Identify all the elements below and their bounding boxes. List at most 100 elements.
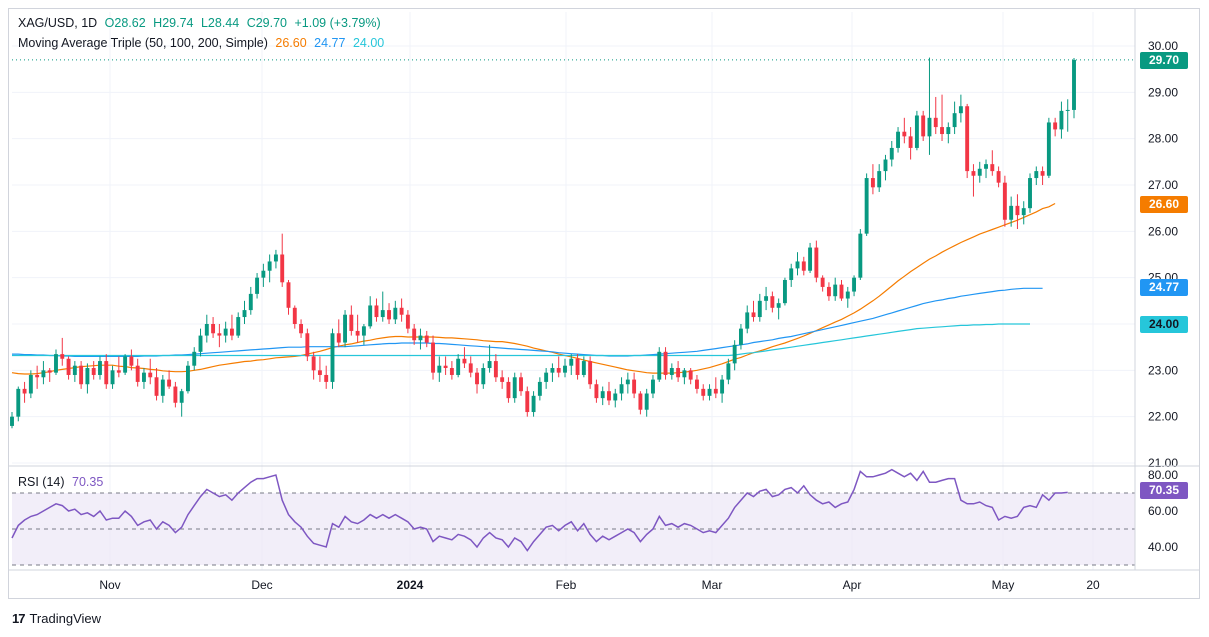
candle-body: [726, 363, 731, 380]
candle-body: [575, 358, 580, 375]
candle: [977, 161, 982, 183]
candle: [481, 363, 486, 389]
price-tick-label: 30.00: [1148, 39, 1178, 53]
time-tick-label: Dec: [251, 578, 272, 592]
candle-body: [399, 307, 404, 315]
ma100-price-tag: 24.77: [1140, 279, 1188, 296]
candle: [726, 358, 731, 385]
candle-body: [110, 370, 115, 385]
candle-body: [72, 365, 77, 375]
tradingview-brand[interactable]: 17 TradingView: [12, 611, 101, 626]
candle: [889, 140, 894, 167]
candle-body: [135, 365, 140, 382]
candle-body: [456, 358, 461, 375]
candle-body: [506, 381, 511, 399]
candle-body: [688, 370, 693, 380]
candle: [500, 370, 505, 389]
candle-body: [537, 381, 542, 396]
candle-body: [223, 328, 228, 336]
candle-body: [757, 300, 762, 318]
candle-body: [412, 328, 417, 341]
candle-body: [745, 312, 750, 329]
candle-body: [311, 356, 316, 371]
ma-50-line: [11, 202, 1056, 375]
low-value: L28.44: [200, 16, 240, 30]
candle-body: [148, 372, 153, 378]
candle: [405, 310, 410, 334]
candle-body: [531, 395, 536, 413]
candle: [971, 164, 976, 197]
candle-body: [1009, 205, 1014, 220]
candle: [676, 361, 681, 382]
candle-body: [852, 277, 857, 292]
candle: [255, 273, 260, 299]
candle-body: [808, 247, 813, 271]
candle-body: [713, 388, 718, 394]
candle: [563, 358, 567, 378]
candle: [707, 384, 712, 401]
candle-body: [644, 393, 649, 410]
candle-body: [946, 127, 951, 135]
candle-body: [204, 324, 209, 336]
candle-body: [336, 333, 341, 343]
candle-body: [493, 361, 498, 378]
candle: [236, 312, 241, 338]
candle-body: [462, 358, 467, 364]
candle: [531, 391, 536, 417]
candle: [770, 291, 775, 313]
candle: [368, 296, 373, 329]
candle-body: [286, 282, 291, 308]
candle-body: [66, 358, 71, 375]
candle: [550, 363, 555, 382]
candle-body: [550, 368, 555, 373]
grid-lines: [12, 12, 1135, 570]
candle-body: [374, 305, 379, 318]
candle: [594, 379, 599, 403]
candle: [896, 127, 900, 153]
candle-body: [192, 351, 197, 366]
candle: [575, 354, 580, 380]
candle: [305, 328, 310, 362]
candle-body: [544, 372, 549, 382]
candle-body: [556, 368, 561, 373]
candle: [1015, 194, 1020, 230]
candle: [940, 94, 944, 141]
price-tick-label: 28.00: [1148, 132, 1178, 146]
time-tick-label: May: [992, 578, 1015, 592]
candle-body: [424, 335, 429, 343]
candle: [343, 310, 348, 348]
candle-body: [261, 270, 266, 278]
candle: [248, 286, 253, 315]
candle: [54, 349, 58, 375]
candle-body: [1021, 208, 1026, 216]
candle-body: [255, 277, 260, 294]
candle: [211, 317, 216, 338]
candle: [619, 377, 624, 401]
candle: [801, 256, 806, 276]
candle: [1009, 196, 1014, 227]
candle: [311, 351, 316, 380]
candle: [242, 300, 247, 324]
candle-body: [971, 171, 976, 176]
candle-body: [613, 393, 618, 401]
candle: [47, 368, 52, 382]
candle: [286, 279, 291, 315]
candle: [217, 324, 222, 348]
candle: [537, 377, 542, 401]
price-tick-label: 22.00: [1148, 410, 1178, 424]
candle: [179, 388, 184, 417]
candle: [148, 358, 153, 385]
candle-body: [795, 261, 800, 269]
rsi-tick-label: 80.00: [1148, 468, 1178, 482]
candle: [443, 356, 448, 375]
candle: [79, 361, 84, 389]
candle: [336, 319, 341, 348]
candle-body: [707, 388, 712, 396]
candle: [757, 293, 762, 322]
candle-body: [896, 131, 900, 148]
candle: [845, 286, 850, 308]
candle-body: [1065, 109, 1070, 111]
candle-body: [47, 370, 52, 373]
candle: [525, 386, 530, 417]
